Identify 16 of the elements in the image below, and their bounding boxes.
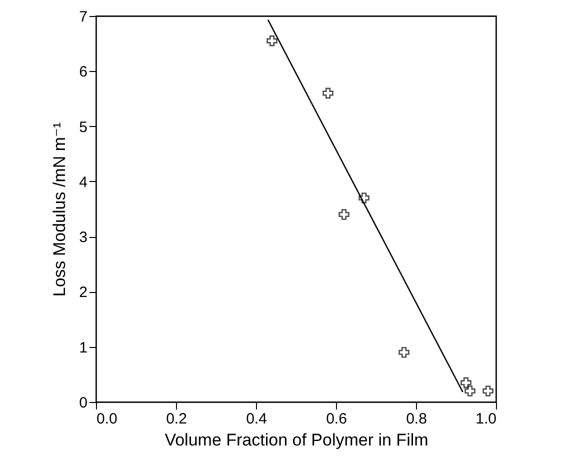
x-tick-label: 0.8: [406, 410, 427, 428]
x-axis-title: Volume Fraction of Polymer in Film: [164, 430, 428, 450]
x-tick-label: 0.0: [96, 410, 118, 428]
x-tick-label: 0.6: [326, 410, 347, 428]
x-tick-label: 0.4: [246, 410, 267, 428]
y-tick-label: 4: [79, 174, 88, 191]
y-tick-label: 1: [79, 339, 88, 356]
x-tick-label: 0.2: [166, 410, 187, 428]
y-tick-label: 7: [79, 8, 88, 26]
y-axis-title: Loss Modulus /mN m⁻¹: [50, 122, 70, 297]
y-tick-label: 3: [79, 229, 88, 246]
y-tick-label: 2: [79, 284, 88, 302]
y-tick-label: 5: [79, 118, 88, 136]
y-tick-label: 0: [79, 394, 88, 412]
y-tick-label: 6: [79, 64, 88, 81]
x-tick-label: 1.0: [476, 410, 496, 428]
